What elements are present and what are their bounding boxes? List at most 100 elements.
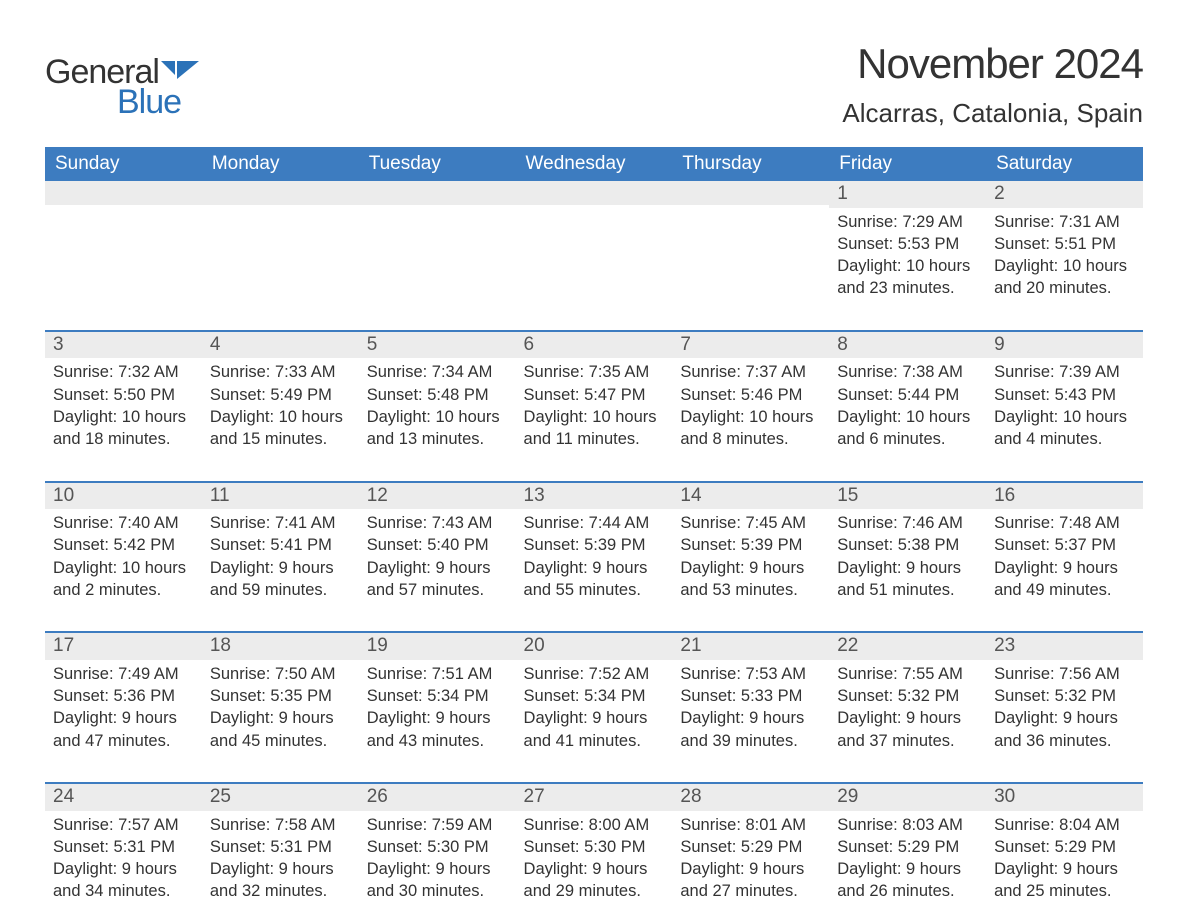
day-cell (202, 181, 359, 331)
sunset-text: Sunset: 5:46 PM (680, 384, 821, 406)
day-cell (516, 181, 673, 331)
day-cell: 10Sunrise: 7:40 AMSunset: 5:42 PMDayligh… (45, 482, 202, 633)
dayhead-thursday: Thursday (672, 147, 829, 181)
day-content: Sunrise: 7:59 AMSunset: 5:30 PMDaylight:… (359, 811, 516, 909)
day-number: 16 (986, 483, 1143, 510)
day-number: 13 (516, 483, 673, 510)
day-content (516, 205, 673, 305)
sunrise-text: Sunrise: 7:43 AM (367, 512, 508, 534)
daylight-text: Daylight: 9 hours and 47 minutes. (53, 707, 194, 752)
sunrise-text: Sunrise: 7:56 AM (994, 663, 1135, 685)
day-number: 25 (202, 784, 359, 811)
day-number: 11 (202, 483, 359, 510)
day-cell: 5Sunrise: 7:34 AMSunset: 5:48 PMDaylight… (359, 331, 516, 482)
sunset-text: Sunset: 5:30 PM (367, 836, 508, 858)
day-content: Sunrise: 7:57 AMSunset: 5:31 PMDaylight:… (45, 811, 202, 909)
day-content (202, 205, 359, 305)
day-content: Sunrise: 7:58 AMSunset: 5:31 PMDaylight:… (202, 811, 359, 909)
daylight-text: Daylight: 10 hours and 11 minutes. (524, 406, 665, 451)
day-number: 10 (45, 483, 202, 510)
day-number: 14 (672, 483, 829, 510)
daylight-text: Daylight: 9 hours and 59 minutes. (210, 557, 351, 602)
daylight-text: Daylight: 10 hours and 18 minutes. (53, 406, 194, 451)
daylight-text: Daylight: 9 hours and 29 minutes. (524, 858, 665, 903)
logo: General Blue (45, 55, 199, 119)
daylight-text: Daylight: 9 hours and 49 minutes. (994, 557, 1135, 602)
sunrise-text: Sunrise: 8:01 AM (680, 814, 821, 836)
sunset-text: Sunset: 5:48 PM (367, 384, 508, 406)
sunset-text: Sunset: 5:30 PM (524, 836, 665, 858)
day-number: 5 (359, 332, 516, 359)
sunrise-text: Sunrise: 7:38 AM (837, 361, 978, 383)
sunset-text: Sunset: 5:29 PM (680, 836, 821, 858)
sunset-text: Sunset: 5:43 PM (994, 384, 1135, 406)
title-block: November 2024 Alcarras, Catalonia, Spain (842, 40, 1143, 129)
day-content: Sunrise: 7:39 AMSunset: 5:43 PMDaylight:… (986, 358, 1143, 480)
sunset-text: Sunset: 5:38 PM (837, 534, 978, 556)
sunset-text: Sunset: 5:44 PM (837, 384, 978, 406)
sunrise-text: Sunrise: 7:31 AM (994, 211, 1135, 233)
day-number: 9 (986, 332, 1143, 359)
week-row: 17Sunrise: 7:49 AMSunset: 5:36 PMDayligh… (45, 632, 1143, 783)
day-cell: 17 Sunrise: 7:49 AMSunset: 5:36 PMDayligh… (45, 632, 202, 783)
week-row: 10Sunrise: 7:40 AMSunset: 5:42 PMDayligh… (45, 482, 1143, 633)
day-cell: 25Sunrise: 7:58 AMSunset: 5:31 PMDayligh… (202, 783, 359, 909)
calendar-table: Sunday Monday Tuesday Wednesday Thursday… (45, 147, 1143, 909)
daylight-text: Daylight: 9 hours and 30 minutes. (367, 858, 508, 903)
sunrise-text: Sunrise: 8:04 AM (994, 814, 1135, 836)
logo-text-blue: Blue (117, 85, 199, 119)
sunrise-text: Sunrise: 7:49 AM (53, 663, 194, 685)
sunrise-text: Sunrise: 7:40 AM (53, 512, 194, 534)
sunset-text: Sunset: 5:42 PM (53, 534, 194, 556)
day-content: Sunrise: 8:03 AMSunset: 5:29 PMDaylight:… (829, 811, 986, 909)
header: General Blue November 2024 Alcarras, Cat… (45, 40, 1143, 129)
day-cell: 7Sunrise: 7:37 AMSunset: 5:46 PMDaylight… (672, 331, 829, 482)
day-number: 18 (202, 633, 359, 660)
day-content: Sunrise: 7:56 AMSunset: 5:32 PMDaylight:… (986, 660, 1143, 782)
daylight-text: Daylight: 9 hours and 53 minutes. (680, 557, 821, 602)
sunrise-text: Sunrise: 7:39 AM (994, 361, 1135, 383)
dayhead-wednesday: Wednesday (516, 147, 673, 181)
week-row: 1Sunrise: 7:29 AMSunset: 5:53 PMDaylight… (45, 181, 1143, 331)
day-number: 1 (829, 181, 986, 208)
day-content: Sunrise: 7:38 AMSunset: 5:44 PMDaylight:… (829, 358, 986, 480)
day-cell: 16Sunrise: 7:48 AMSunset: 5:37 PMDayligh… (986, 482, 1143, 633)
sunrise-text: Sunrise: 7:51 AM (367, 663, 508, 685)
dayhead-saturday: Saturday (986, 147, 1143, 181)
day-number: 8 (829, 332, 986, 359)
day-content: Sunrise: 7:31 AMSunset: 5:51 PMDaylight:… (986, 208, 1143, 330)
day-cell (359, 181, 516, 331)
day-header-row: Sunday Monday Tuesday Wednesday Thursday… (45, 147, 1143, 181)
sunrise-text: Sunrise: 7:35 AM (524, 361, 665, 383)
day-content: Sunrise: 8:01 AMSunset: 5:29 PMDaylight:… (672, 811, 829, 909)
day-cell: 19Sunrise: 7:51 AMSunset: 5:34 PMDayligh… (359, 632, 516, 783)
daylight-text: Daylight: 10 hours and 4 minutes. (994, 406, 1135, 451)
day-content: Sunrise: 7:40 AMSunset: 5:42 PMDaylight:… (45, 509, 202, 631)
day-number (516, 181, 673, 205)
daylight-text: Daylight: 9 hours and 43 minutes. (367, 707, 508, 752)
day-number: 26 (359, 784, 516, 811)
sunset-text: Sunset: 5:53 PM (837, 233, 978, 255)
daylight-text: Daylight: 9 hours and 41 minutes. (524, 707, 665, 752)
daylight-text: Daylight: 9 hours and 57 minutes. (367, 557, 508, 602)
sunset-text: Sunset: 5:36 PM (53, 685, 194, 707)
week-row: 3Sunrise: 7:32 AMSunset: 5:50 PMDaylight… (45, 331, 1143, 482)
day-cell: 14Sunrise: 7:45 AMSunset: 5:39 PMDayligh… (672, 482, 829, 633)
day-number: 17 (45, 633, 202, 660)
sunset-text: Sunset: 5:34 PM (367, 685, 508, 707)
dayhead-friday: Friday (829, 147, 986, 181)
daylight-text: Daylight: 10 hours and 2 minutes. (53, 557, 194, 602)
day-number (45, 181, 202, 205)
day-cell: 15Sunrise: 7:46 AMSunset: 5:38 PMDayligh… (829, 482, 986, 633)
day-number: 15 (829, 483, 986, 510)
day-content: Sunrise: 7:48 AMSunset: 5:37 PMDaylight:… (986, 509, 1143, 631)
day-number: 28 (672, 784, 829, 811)
day-cell: 13Sunrise: 7:44 AMSunset: 5:39 PMDayligh… (516, 482, 673, 633)
sunrise-text: Sunrise: 7:34 AM (367, 361, 508, 383)
sunset-text: Sunset: 5:33 PM (680, 685, 821, 707)
daylight-text: Daylight: 9 hours and 37 minutes. (837, 707, 978, 752)
daylight-text: Daylight: 9 hours and 55 minutes. (524, 557, 665, 602)
sunrise-text: Sunrise: 7:37 AM (680, 361, 821, 383)
day-number: 6 (516, 332, 673, 359)
location: Alcarras, Catalonia, Spain (842, 98, 1143, 129)
